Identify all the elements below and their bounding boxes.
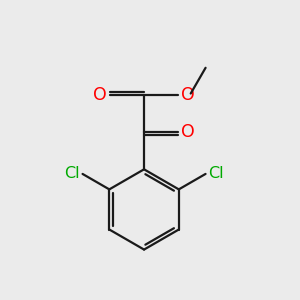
Text: O: O: [93, 86, 107, 104]
Text: O: O: [181, 86, 194, 104]
Text: O: O: [181, 123, 195, 141]
Text: Cl: Cl: [64, 166, 80, 181]
Text: Cl: Cl: [208, 166, 224, 181]
